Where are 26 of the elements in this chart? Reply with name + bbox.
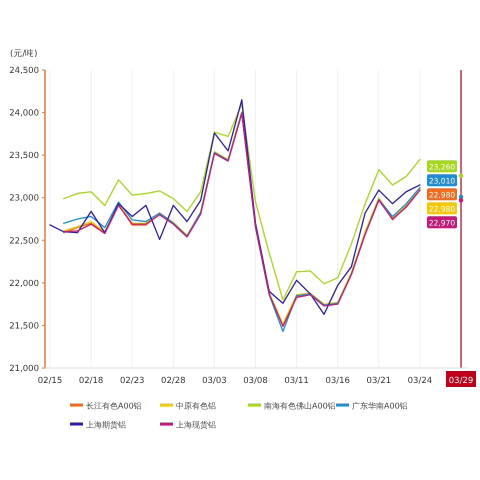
x-tick-label: 03/16 [325, 376, 350, 386]
y-tick-label: 21,000 [9, 364, 39, 374]
y-axis-title: (元/吨) [10, 48, 38, 59]
y-tick-label: 24,500 [9, 66, 39, 76]
legend-label: 广东华南A00铝 [352, 402, 408, 410]
y-tick-label: 21,500 [9, 321, 39, 332]
x-tick-label: 03/11 [284, 376, 309, 386]
x-tick-label: 03/08 [243, 376, 268, 386]
x-tick-label: 02/23 [120, 376, 144, 386]
y-tick-label: 23,000 [9, 194, 39, 204]
legend-label: 长江有色A00铝 [86, 402, 142, 410]
y-tick-label: 24,000 [9, 108, 39, 119]
x-tick-label: 03/21 [366, 376, 392, 386]
y-tick-label: 22,500 [9, 236, 39, 246]
x-tick-label: 02/18 [78, 376, 104, 386]
legend-label: 上海现货铝 [176, 420, 216, 430]
x-tick-label: 03/24 [408, 376, 432, 386]
y-tick-label: 22,000 [9, 278, 39, 289]
legend-label: 中原有色铝 [176, 402, 216, 410]
x-tick-label: 02/15 [38, 376, 62, 386]
x-tick-label: 03/29 [448, 376, 474, 386]
x-tick-label: 03/03 [202, 376, 227, 386]
x-tick-label: 02/28 [161, 376, 186, 386]
y-tick-label: 23,500 [9, 151, 39, 162]
legend-label: 南海有色佛山A00铝 [264, 402, 336, 410]
legend-label: 上海期货铝 [86, 420, 126, 430]
